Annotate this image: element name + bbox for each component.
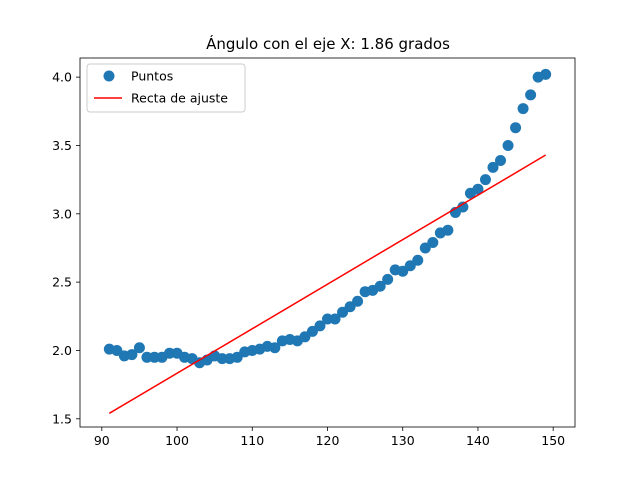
legend-marker-puntos — [103, 70, 115, 82]
scatter-point — [133, 342, 145, 354]
y-tick-label: 1.5 — [52, 411, 72, 426]
x-axis: 90 100 110 120 130 140 150 — [94, 427, 565, 448]
scatter-point — [495, 155, 507, 166]
x-tick-label: 110 — [240, 433, 264, 448]
scatter-point — [352, 295, 364, 307]
scatter-point — [487, 161, 499, 173]
scatter-point — [457, 201, 469, 213]
legend: Puntos Recta de ajuste — [86, 63, 246, 113]
legend-box — [86, 63, 246, 113]
plot-area — [103, 68, 552, 414]
y-tick-label: 3.0 — [52, 206, 72, 221]
y-tick-label: 2.5 — [52, 275, 72, 290]
x-tick-label: 140 — [466, 433, 490, 448]
scatter-point — [374, 280, 386, 292]
scatter-point — [269, 342, 281, 354]
x-tick-label: 100 — [165, 433, 189, 448]
scatter-point — [141, 351, 153, 363]
y-tick-label: 4.0 — [52, 70, 72, 85]
scatter-point — [479, 174, 491, 186]
scatter-point — [329, 313, 341, 325]
y-tick-label: 2.0 — [52, 343, 72, 358]
y-tick-label: 3.5 — [52, 138, 72, 153]
chart-title: Ángulo con el eje X: 1.86 grados — [206, 34, 450, 53]
scatter-point — [427, 237, 439, 248]
legend-label-puntos: Puntos — [131, 69, 173, 84]
x-tick-label: 150 — [541, 433, 565, 448]
scatter-point — [148, 351, 160, 363]
x-tick-label: 90 — [94, 433, 110, 448]
scatter-point — [472, 183, 484, 195]
scatter-point — [442, 224, 454, 236]
scatter-point — [502, 139, 514, 151]
x-tick-label: 120 — [316, 433, 340, 448]
scatter-point — [164, 347, 176, 359]
scatter-point — [510, 122, 522, 134]
legend-label-recta: Recta de ajuste — [131, 91, 228, 106]
scatter-point — [126, 349, 138, 361]
scatter-point — [382, 273, 394, 285]
scatter-point — [525, 89, 537, 101]
x-tick-label: 130 — [391, 433, 415, 448]
y-axis: 1.5 2.0 2.5 3.0 3.5 4.0 — [52, 70, 80, 426]
scatter-point — [517, 103, 529, 115]
fit-line — [108, 154, 547, 414]
scatter-point — [412, 254, 424, 266]
scatter-point — [314, 320, 326, 332]
scatter-point — [540, 68, 552, 80]
scatter-point — [216, 353, 228, 365]
scatter-point — [322, 313, 333, 325]
